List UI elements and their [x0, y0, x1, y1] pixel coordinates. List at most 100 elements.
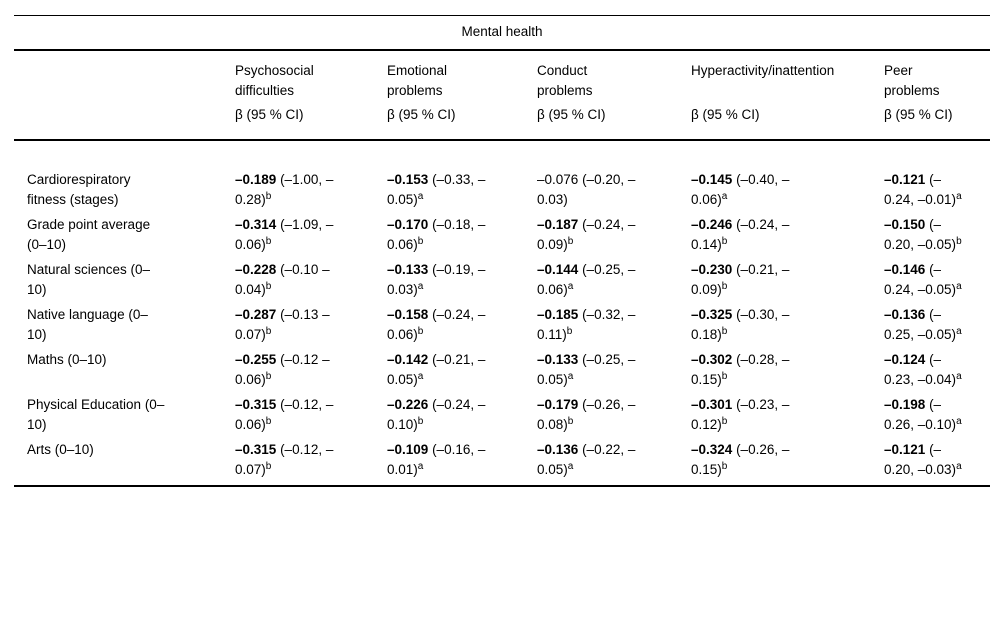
confidence-interval: (–0.26, –0.10) — [884, 397, 957, 432]
row-label-header — [14, 50, 235, 141]
confidence-interval: (–0.24, –0.14) — [691, 217, 790, 252]
confidence-interval: (–0.23, –0.04) — [884, 352, 957, 387]
confidence-interval: (–0.25, –0.06) — [537, 262, 636, 297]
significance-superscript: b — [721, 461, 728, 472]
confidence-interval: (–0.20, –0.03) — [884, 442, 957, 477]
table-cell: –0.228 (–0.10 –0.04)b — [235, 260, 387, 305]
beta-value: –0.142 — [387, 352, 429, 367]
confidence-interval: (–0.24, –0.01) — [884, 172, 957, 207]
table-cell: –0.158 (–0.24, –0.06)b — [387, 305, 537, 350]
confidence-interval: (–0.30, –0.18) — [691, 307, 790, 342]
table-cell: –0.144 (–0.25, –0.06)a — [537, 260, 691, 305]
table-cell: –0.121 (–0.24, –0.01)a — [884, 140, 990, 215]
confidence-interval: (–0.20, –0.05) — [884, 217, 957, 252]
table-cell: –0.187 (–0.24, –0.09)b — [537, 215, 691, 260]
table-cell: –0.145 (–0.40, –0.06)a — [691, 140, 884, 215]
beta-value: –0.144 — [537, 262, 579, 277]
column-label: Hyperactivity/inattention — [691, 63, 835, 78]
table-cell: –0.325 (–0.30, –0.18)b — [691, 305, 884, 350]
confidence-interval: (–0.12 –0.06) — [235, 352, 330, 387]
confidence-interval: (–0.19, –0.03) — [387, 262, 486, 297]
table-row: Arts (0–10) –0.315 (–0.12, –0.07)b –0.109 … — [14, 440, 990, 486]
beta-value: –0.121 — [884, 442, 926, 457]
beta-value: –0.315 — [235, 397, 277, 412]
column-header-psychosocial: Psychosocial difficulties β (95 % CI) — [235, 50, 387, 141]
beta-header: β (95 % CI) — [691, 107, 760, 122]
group-header-row: Mental health — [14, 15, 991, 51]
table-cell: –0.146 (–0.24, –0.05)a — [884, 260, 990, 305]
significance-superscript: a — [567, 461, 574, 472]
significance-superscript: b — [567, 236, 574, 247]
table-cell: –0.136 (–0.22, –0.05)a — [537, 440, 691, 486]
table-cell: –0.133 (–0.19, –0.03)a — [387, 260, 537, 305]
beta-value: –0.315 — [235, 442, 277, 457]
table-row: Maths (0–10) –0.255 (–0.12 –0.06)b –0.142 … — [14, 350, 990, 395]
column-header-peer: Peer problems β (95 % CI) — [884, 50, 991, 141]
confidence-interval: (–0.40, –0.06) — [691, 172, 790, 207]
beta-value: –0.325 — [691, 307, 733, 322]
beta-value: –0.121 — [884, 172, 926, 187]
beta-value: –0.198 — [884, 397, 926, 412]
beta-value: –0.255 — [235, 352, 277, 367]
beta-header: β (95 % CI) — [884, 107, 953, 122]
confidence-interval: (–0.12, –0.06) — [235, 397, 334, 432]
significance-superscript: b — [566, 326, 573, 337]
table-cell: –0.109 (–0.16, –0.01)a — [387, 440, 537, 486]
table-cell: –0.314 (–1.09, –0.06)b — [235, 215, 387, 260]
column-header-hyperactivity: Hyperactivity/inattention β (95 % CI) — [691, 50, 884, 141]
beta-value: –0.302 — [691, 352, 733, 367]
significance-superscript: b — [721, 326, 728, 337]
table-cell: –0.142 (–0.21, –0.05)a — [387, 350, 537, 395]
beta-value: –0.314 — [235, 217, 277, 232]
row-label: Native language (0–10) — [27, 307, 148, 342]
table-row: Grade point average (0–10) –0.314 (–1.09,… — [14, 215, 990, 260]
table-row: Natural sciences (0–10) –0.228 (–0.10 –0.… — [14, 260, 990, 305]
row-label: Natural sciences (0–10) — [27, 262, 151, 297]
confidence-interval: (–0.24, –0.09) — [537, 217, 636, 252]
beta-value: –0.189 — [235, 172, 277, 187]
row-label: Grade point average (0–10) — [27, 217, 151, 252]
table-cell: –0.136 (–0.25, –0.05)a — [884, 305, 990, 350]
table-cell: –0.315 (–0.12, –0.06)b — [235, 395, 387, 440]
beta-value: –0.230 — [691, 262, 733, 277]
significance-superscript: a — [721, 191, 728, 202]
table-cell: –0.246 (–0.24, –0.14)b — [691, 215, 884, 260]
significance-superscript: b — [721, 281, 728, 292]
confidence-interval: (–0.23, –0.12) — [691, 397, 790, 432]
confidence-interval: (–0.20, –0.03) — [537, 172, 636, 207]
beta-value: –0.158 — [387, 307, 429, 322]
table-cell: –0.226 (–0.24, –0.10)b — [387, 395, 537, 440]
column-label: Conduct problems — [537, 63, 593, 98]
confidence-interval: (–0.26, –0.08) — [537, 397, 636, 432]
row-label: Cardiorespiratory fitness (stages) — [27, 172, 131, 207]
confidence-interval: (–0.18, –0.06) — [387, 217, 486, 252]
significance-superscript: b — [721, 236, 728, 247]
table-header: Mental health Psychosocial difficulties … — [14, 15, 991, 141]
significance-superscript: b — [265, 281, 272, 292]
table-cell: –0.076 (–0.20, –0.03) — [537, 140, 691, 215]
beta-header: β (95 % CI) — [537, 107, 606, 122]
confidence-interval: (–1.00, –0.28) — [235, 172, 334, 207]
significance-superscript: a — [417, 371, 424, 382]
confidence-interval: (–0.24, –0.05) — [884, 262, 957, 297]
confidence-interval: (–1.09, –0.06) — [235, 217, 334, 252]
beta-header: β (95 % CI) — [235, 107, 304, 122]
group-header: Mental health — [14, 15, 991, 51]
table-cell: –0.150 (–0.20, –0.05)b — [884, 215, 990, 260]
table-cell: –0.230 (–0.21, –0.09)b — [691, 260, 884, 305]
beta-value: –0.187 — [537, 217, 579, 232]
beta-value: –0.109 — [387, 442, 429, 457]
significance-superscript: a — [417, 461, 424, 472]
beta-header: β (95 % CI) — [387, 107, 456, 122]
table-cell: –0.315 (–0.12, –0.07)b — [235, 440, 387, 486]
beta-value: –0.136 — [884, 307, 926, 322]
row-label: Physical Education (0–10) — [27, 397, 165, 432]
table-cell: –0.133 (–0.25, –0.05)a — [537, 350, 691, 395]
beta-value: –0.179 — [537, 397, 579, 412]
beta-value: –0.146 — [884, 262, 926, 277]
significance-superscript: b — [956, 236, 962, 247]
significance-superscript: b — [265, 236, 272, 247]
confidence-interval: (–0.24, –0.06) — [387, 307, 486, 342]
significance-superscript: b — [417, 326, 424, 337]
table-cell: –0.121 (–0.20, –0.03)a — [884, 440, 990, 486]
